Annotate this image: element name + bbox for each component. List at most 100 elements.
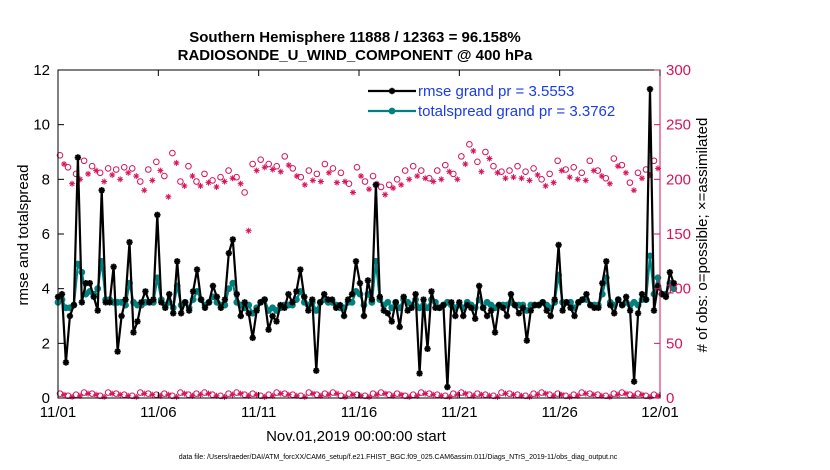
obs-count-markers [56, 141, 661, 400]
obs-assimilated-marker [366, 186, 373, 193]
rmse-point [281, 304, 288, 311]
rmse-point [213, 293, 221, 301]
rmse-point [170, 310, 177, 317]
rmse-point [185, 307, 193, 314]
obs-assimilated-marker [518, 175, 525, 182]
obs-possible-marker [634, 169, 642, 177]
obs-possible-marker [241, 189, 248, 196]
y-axis-label-left: rmse and totalspread [15, 165, 32, 306]
y-axis-label-right: # of obs: o=possible; ×=assimilated [694, 118, 711, 353]
obs-assimilated-marker [285, 162, 292, 169]
rmse-point [217, 304, 225, 311]
obs-assimilated-marker [534, 171, 541, 178]
obs-assimilated-marker [566, 393, 573, 400]
rmse-point [515, 310, 523, 317]
obs-possible-marker [466, 141, 473, 148]
x-tick-label: 11/11 [241, 404, 276, 421]
obs-possible-marker [409, 162, 417, 170]
obs-possible-marker [361, 178, 369, 185]
rmse-point [416, 370, 423, 377]
obs-assimilated-marker [157, 167, 164, 174]
obs-assimilated-marker [606, 180, 613, 187]
rmse-point [313, 367, 320, 374]
obs-possible-marker [401, 167, 409, 174]
x-tick-label: 11/21 [441, 404, 477, 421]
obs-possible-marker [80, 157, 88, 165]
rmse-point [197, 296, 205, 303]
rmse-point [579, 296, 586, 303]
rmse-point [285, 290, 292, 298]
rmse-point [78, 299, 86, 306]
obs-possible-marker [578, 169, 586, 177]
obs-assimilated-marker [165, 193, 172, 200]
obs-assimilated-marker [85, 170, 92, 177]
rmse-point [551, 296, 558, 303]
obs-assimilated-marker [301, 393, 308, 400]
obs-possible-marker [337, 169, 345, 177]
obs-assimilated-marker [189, 392, 196, 399]
obs-possible-marker [185, 162, 192, 170]
obs-possible-marker [273, 162, 281, 170]
rmse-point [352, 258, 360, 265]
obs-possible-marker [458, 153, 465, 160]
obs-assimilated-marker [590, 167, 597, 174]
obs-assimilated-marker [261, 164, 268, 171]
obs-assimilated-marker [333, 179, 340, 186]
rmse-point [539, 299, 546, 306]
obs-assimilated-marker [430, 178, 437, 185]
legend-rmse-label: rmse grand pr = 3.5553 [418, 83, 574, 100]
obs-possible-marker [602, 174, 610, 182]
obs-assimilated-marker [205, 390, 212, 397]
obs-assimilated-marker [542, 390, 549, 397]
rmse-point [209, 282, 217, 290]
totalspread-point [384, 298, 392, 306]
obs-assimilated-marker [422, 175, 429, 182]
obs-assimilated-marker [414, 392, 421, 399]
rmse-point [479, 304, 487, 311]
obs-assimilated-marker [253, 167, 260, 174]
rmse-point [94, 307, 101, 314]
rmse-point [487, 307, 495, 314]
obs-possible-marker [161, 172, 168, 180]
obs-possible-marker [112, 166, 120, 173]
obs-assimilated-marker [430, 391, 437, 398]
rmse-point [177, 310, 185, 317]
rmse-point [70, 301, 78, 309]
obs-assimilated-marker [414, 173, 421, 180]
obs-assimilated-marker [325, 391, 332, 398]
legend-spread-point [388, 107, 396, 115]
rmse-point [253, 307, 260, 314]
rmse-point [412, 290, 419, 298]
rmse-point [615, 296, 622, 303]
obs-possible-marker [433, 167, 441, 174]
obs-possible-marker [506, 167, 513, 174]
obs-assimilated-marker [213, 183, 220, 190]
obs-possible-marker [265, 160, 273, 168]
rmse-point [261, 296, 268, 303]
obs-possible-marker [193, 178, 200, 185]
obs-assimilated-marker [101, 178, 108, 185]
obs-possible-marker [546, 170, 553, 178]
rmse-point [622, 293, 630, 301]
obs-assimilated-marker [510, 391, 517, 398]
y-tick-label-left: 0 [42, 390, 50, 407]
obs-assimilated-marker [141, 390, 148, 397]
rmse-point [384, 310, 391, 317]
rmse-point [547, 312, 554, 320]
obs-assimilated-marker [221, 178, 228, 185]
obs-possible-marker [474, 158, 481, 166]
x-tick-label: 11/01 [40, 404, 76, 421]
rmse-point [233, 290, 240, 298]
obs-possible-marker [128, 165, 136, 172]
rmse-point [293, 288, 300, 295]
obs-assimilated-marker [349, 189, 356, 196]
rmse-point [162, 304, 169, 311]
rmse-point [166, 290, 173, 298]
obs-possible-marker [281, 153, 289, 160]
rmse-point [321, 290, 328, 298]
rmse-point [340, 312, 348, 320]
obs-assimilated-marker [301, 181, 308, 188]
obs-possible-marker [393, 176, 401, 183]
rmse-point [460, 312, 467, 320]
rmse-point [571, 312, 578, 320]
